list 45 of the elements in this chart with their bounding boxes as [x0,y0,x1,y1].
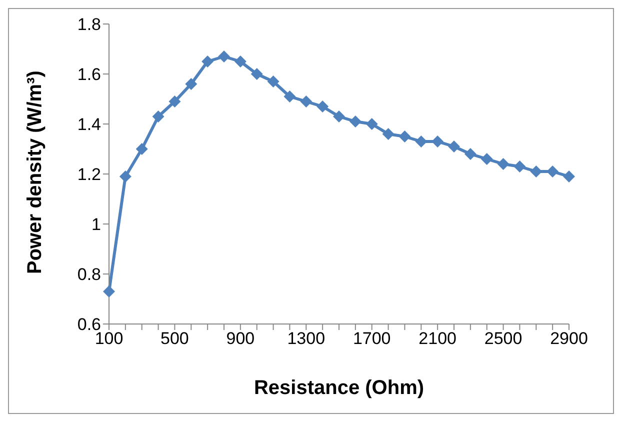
y-tick-label: 1.6 [77,65,101,84]
y-tick-label: 1.2 [77,165,101,184]
point [448,140,460,152]
x-tick-label: 2900 [550,329,588,348]
point [333,110,345,122]
point [284,90,296,102]
y-axis-title: Power density (W/m³) [24,70,46,274]
point [398,130,411,142]
point [218,50,230,62]
point [415,136,428,148]
x-axis-title: Resistance (Ohm) [254,377,424,399]
point [316,100,329,112]
point [349,116,362,128]
x-tick-label: 100 [94,329,124,348]
point [168,96,181,108]
point [480,153,493,165]
point [250,68,263,80]
point [563,170,575,182]
x-tick-label: 1300 [287,329,326,348]
y-tick-label: 1.8 [77,15,101,34]
point [119,170,132,182]
point [185,78,198,90]
point [514,160,526,172]
point [546,166,559,178]
point [382,128,394,140]
point [234,56,246,68]
x-tick-label: 500 [160,329,189,348]
y-tick-label: 1.4 [77,115,101,134]
y-tick-label: 0.8 [77,265,101,284]
point [366,118,378,130]
point [267,76,280,88]
point [103,286,115,298]
point [136,143,148,155]
point [300,96,312,108]
point [530,166,542,178]
point [152,110,164,122]
point [464,148,476,160]
point [202,56,214,68]
x-tick-label: 1700 [352,329,391,348]
x-tick-label: 2100 [418,329,456,348]
point [432,136,444,148]
x-tick-label: 900 [226,329,255,348]
point [497,158,510,170]
x-tick-label: 2500 [484,329,522,348]
y-tick-label: 1 [92,215,101,234]
